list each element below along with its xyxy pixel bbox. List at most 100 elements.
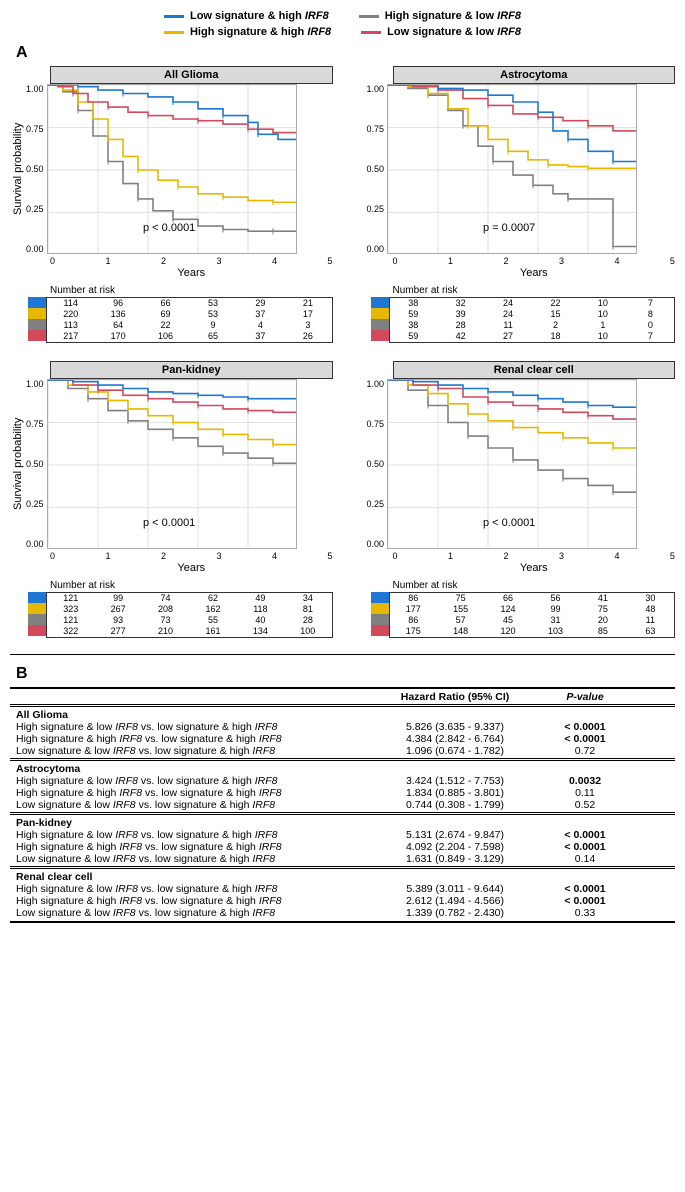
- legend-label: Low signature & high IRF8: [190, 10, 329, 22]
- table-header: Hazard Ratio (95% CI) P-value: [10, 691, 675, 703]
- nar-cell: 93: [94, 615, 141, 626]
- nar-cell: 10: [579, 298, 626, 309]
- nar-cell: 64: [94, 320, 141, 331]
- xtick: 4: [272, 256, 277, 266]
- nar-cell: 323: [47, 604, 94, 615]
- ytick: 0.25: [26, 499, 44, 509]
- nar-cell: 22: [532, 298, 579, 309]
- xtick: 5: [327, 551, 332, 561]
- hr-pvalue: 0.33: [540, 907, 630, 919]
- nar-cell: 65: [189, 331, 236, 342]
- nar-swatch: [371, 297, 389, 308]
- hr-value: 0.744 (0.308 - 1.799): [370, 799, 540, 811]
- nar-cell: 32: [437, 298, 484, 309]
- hr-row: Low signature & low IRF8 vs. low signatu…: [10, 799, 675, 811]
- legend: Low signature & high IRF8 High signature …: [10, 10, 675, 38]
- hr-group: Renal clear cell High signature & low IR…: [10, 871, 675, 919]
- hr-cmp: High signature & high IRF8 vs. low signa…: [10, 787, 370, 799]
- hr-pvalue: < 0.0001: [540, 883, 630, 895]
- nar-heading: Number at risk: [50, 285, 333, 296]
- plot-title: Astrocytoma: [393, 66, 676, 84]
- nar-row: 1219373554028: [47, 615, 332, 626]
- nar-row: 1149666532921: [47, 298, 332, 309]
- table-rule: [10, 812, 675, 813]
- y-axis-label: Survival probability: [10, 84, 26, 254]
- x-ticks: 012345: [50, 551, 333, 561]
- hr-pvalue: 0.14: [540, 853, 630, 865]
- hr-pvalue: < 0.0001: [540, 721, 630, 733]
- nar-cell: 220: [47, 309, 94, 320]
- hr-cmp: High signature & low IRF8 vs. low signat…: [10, 721, 370, 733]
- nar-cell: 45: [484, 615, 531, 626]
- nar-cell: 161: [189, 626, 236, 637]
- legend-item: High signature & high IRF8: [164, 26, 331, 38]
- nar-cell: 162: [189, 604, 236, 615]
- nar-cell: 124: [484, 604, 531, 615]
- nar-cell: 21: [284, 298, 331, 309]
- nar-cell: 17: [284, 309, 331, 320]
- nar-cell: 53: [189, 298, 236, 309]
- nar-cell: 53: [189, 309, 236, 320]
- nar-cell: 38: [390, 298, 437, 309]
- plots-grid: All Glioma Survival probability 1.000.75…: [10, 66, 675, 638]
- nar-cell: 31: [532, 615, 579, 626]
- hr-cmp: High signature & high IRF8 vs. low signa…: [10, 733, 370, 745]
- nar-row: 38322422107: [390, 298, 675, 309]
- hr-pvalue: < 0.0001: [540, 841, 630, 853]
- hr-row: High signature & low IRF8 vs. low signat…: [10, 883, 675, 895]
- nar-row: 382811210: [390, 320, 675, 331]
- nar-swatch: [28, 592, 46, 603]
- hr-cmp: High signature & high IRF8 vs. low signa…: [10, 841, 370, 853]
- xtick: 1: [105, 256, 110, 266]
- xtick: 4: [614, 256, 619, 266]
- nar-row: 1751481201038563: [390, 626, 675, 637]
- nar-cell: 86: [390, 593, 437, 604]
- nar-cell: 75: [437, 593, 484, 604]
- table-rule: [10, 814, 675, 815]
- nar-cell: 118: [237, 604, 284, 615]
- xtick: 0: [50, 256, 55, 266]
- legend-item: Low signature & low IRF8: [361, 26, 521, 38]
- hr-value: 5.389 (3.011 - 9.644): [370, 883, 540, 895]
- th-blank: [10, 691, 370, 703]
- nar-cell: 38: [390, 320, 437, 331]
- legend-label: High signature & low IRF8: [385, 10, 521, 22]
- pvalue-text: p < 0.0001: [143, 222, 195, 234]
- hr-group: Astrocytoma High signature & low IRF8 vs…: [10, 763, 675, 815]
- pvalue-text: p < 0.0001: [143, 517, 195, 529]
- nar-swatch: [28, 308, 46, 319]
- nar-cell: 81: [284, 604, 331, 615]
- hr-value: 4.384 (2.842 - 6.764): [370, 733, 540, 745]
- xtick: 2: [161, 551, 166, 561]
- nar-cell: 22: [142, 320, 189, 331]
- nar-heading: Number at risk: [50, 580, 333, 591]
- nar-cell: 66: [484, 593, 531, 604]
- xtick: 2: [503, 551, 508, 561]
- nar-swatch: [371, 603, 389, 614]
- nar-row: 59392415108: [390, 309, 675, 320]
- ytick: 1.00: [367, 379, 385, 389]
- xtick: 1: [105, 551, 110, 561]
- ytick: 0.00: [367, 244, 385, 254]
- ytick: 0.25: [26, 204, 44, 214]
- nar-cell: 99: [94, 593, 141, 604]
- nar-cell: 29: [237, 298, 284, 309]
- nar-cell: 7: [627, 331, 674, 342]
- nar-cell: 28: [284, 615, 331, 626]
- nar-cell: 99: [532, 604, 579, 615]
- nar-cell: 3: [284, 320, 331, 331]
- y-ticks: 1.000.750.500.250.00: [367, 84, 388, 254]
- table-rule: [10, 687, 675, 689]
- ytick: 0.50: [26, 459, 44, 469]
- ytick: 0.75: [26, 419, 44, 429]
- ytick: 0.25: [367, 204, 385, 214]
- panel-b-label: B: [16, 665, 675, 683]
- nar-cell: 210: [142, 626, 189, 637]
- nar-cell: 20: [579, 615, 626, 626]
- hr-pvalue: 0.72: [540, 745, 630, 757]
- nar-cell: 86: [390, 615, 437, 626]
- xtick: 4: [272, 551, 277, 561]
- nar-cell: 10: [579, 309, 626, 320]
- hr-pvalue: 0.52: [540, 799, 630, 811]
- y-axis-label: Survival probability: [10, 379, 26, 549]
